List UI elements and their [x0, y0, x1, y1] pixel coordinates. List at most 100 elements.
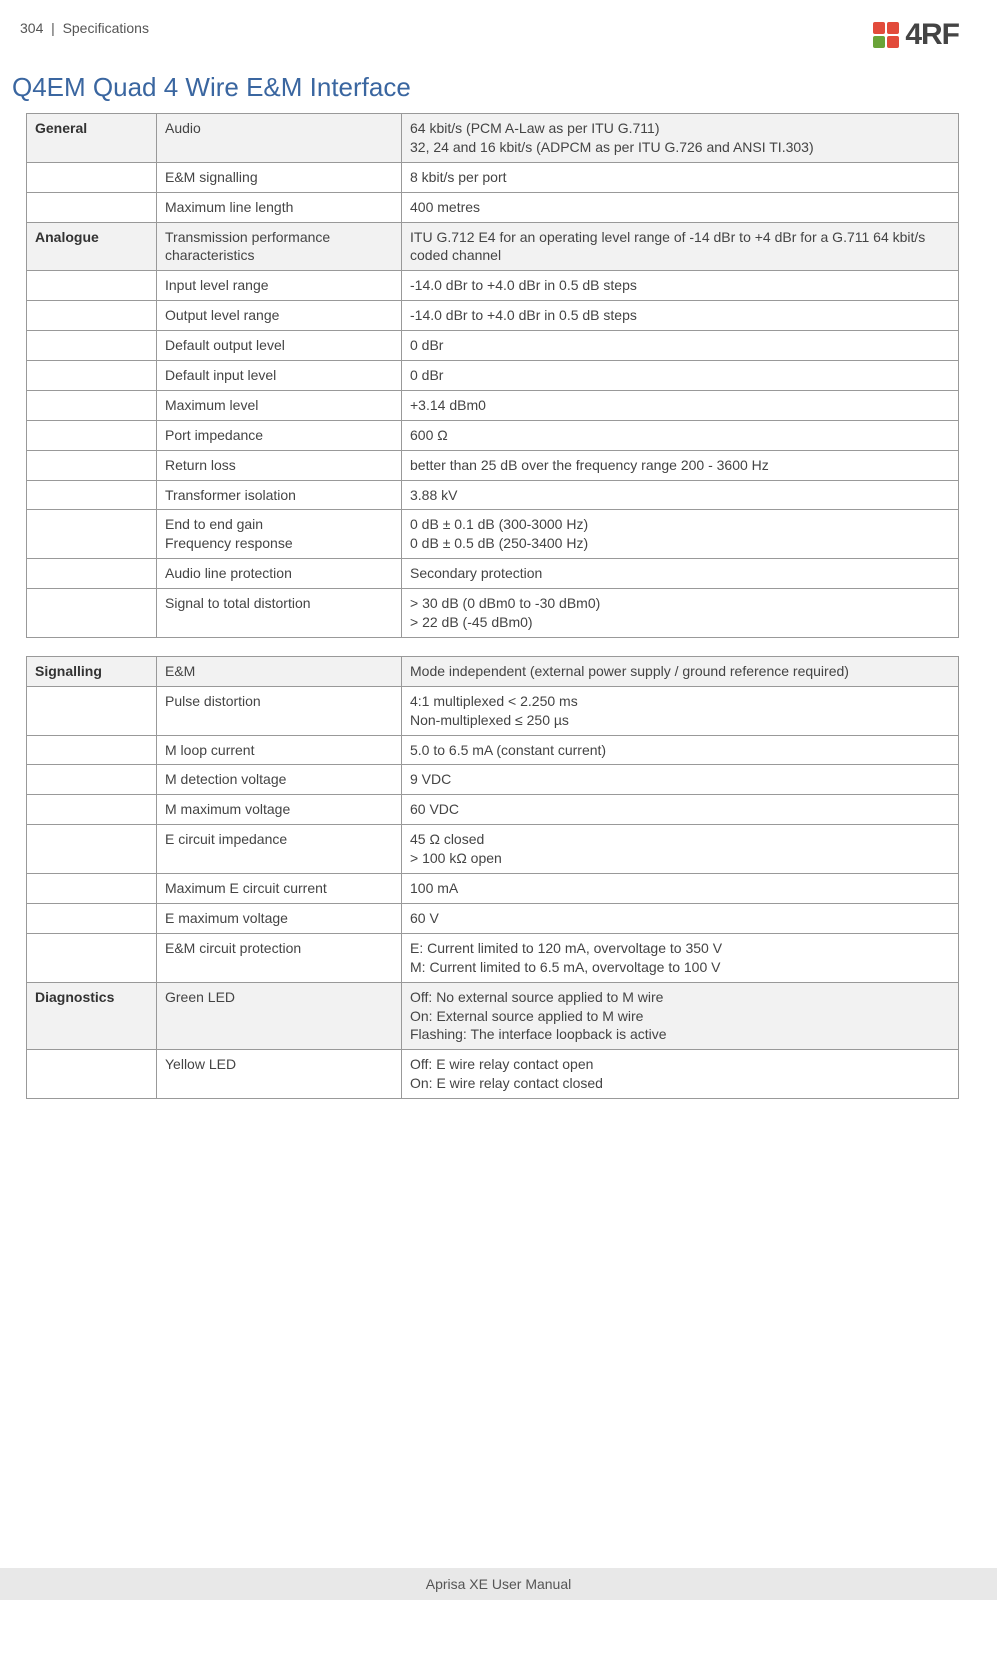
table-row: AnalogueTransmission performance charact… [27, 222, 959, 271]
parameter-cell: Green LED [157, 982, 402, 1050]
parameter-cell: Default input level [157, 361, 402, 391]
table-row: E&M signalling8 kbit/s per port [27, 162, 959, 192]
parameter-cell: Audio line protection [157, 559, 402, 589]
value-cell: E: Current limited to 120 mA, overvoltag… [402, 933, 959, 982]
table-row: M detection voltage9 VDC [27, 765, 959, 795]
page-title: Q4EM Quad 4 Wire E&M Interface [12, 72, 959, 103]
parameter-cell: Output level range [157, 301, 402, 331]
category-cell [27, 390, 157, 420]
category-cell [27, 589, 157, 638]
value-cell: 600 Ω [402, 420, 959, 450]
category-cell [27, 559, 157, 589]
category-cell [27, 765, 157, 795]
parameter-cell: Yellow LED [157, 1050, 402, 1099]
value-cell: 100 mA [402, 874, 959, 904]
value-cell: 0 dB ± 0.1 dB (300-3000 Hz)0 dB ± 0.5 dB… [402, 510, 959, 559]
value-cell: 8 kbit/s per port [402, 162, 959, 192]
category-cell [27, 903, 157, 933]
value-cell: -14.0 dBr to +4.0 dBr in 0.5 dB steps [402, 301, 959, 331]
parameter-cell: M loop current [157, 735, 402, 765]
category-cell: General [27, 114, 157, 163]
value-cell: 0 dBr [402, 361, 959, 391]
spec-table-signalling-diagnostics: SignallingE&MMode independent (external … [26, 656, 959, 1099]
category-cell [27, 686, 157, 735]
category-cell [27, 331, 157, 361]
parameter-cell: M detection voltage [157, 765, 402, 795]
parameter-cell: Input level range [157, 271, 402, 301]
value-cell: Secondary protection [402, 559, 959, 589]
table-row: Output level range-14.0 dBr to +4.0 dBr … [27, 301, 959, 331]
parameter-cell: Signal to total distortion [157, 589, 402, 638]
category-cell: Analogue [27, 222, 157, 271]
value-cell: > 30 dB (0 dBm0 to -30 dBm0)> 22 dB (-45… [402, 589, 959, 638]
value-cell: better than 25 dB over the frequency ran… [402, 450, 959, 480]
table-row: Maximum E circuit current100 mA [27, 874, 959, 904]
value-cell: Mode independent (external power supply … [402, 656, 959, 686]
parameter-cell: Transformer isolation [157, 480, 402, 510]
table-row: E maximum voltage60 V [27, 903, 959, 933]
table-row: Maximum line length400 metres [27, 192, 959, 222]
table-row: Default output level0 dBr [27, 331, 959, 361]
table-row: M maximum voltage60 VDC [27, 795, 959, 825]
page-number: 304 [20, 20, 43, 36]
parameter-cell: E&M circuit protection [157, 933, 402, 982]
value-cell: 400 metres [402, 192, 959, 222]
category-cell: Diagnostics [27, 982, 157, 1050]
value-cell: Off: E wire relay contact openOn: E wire… [402, 1050, 959, 1099]
value-cell: 45 Ω closed> 100 kΩ open [402, 825, 959, 874]
page-header: 304 | Specifications 4RF [12, 18, 959, 52]
header-separator: | [51, 20, 55, 36]
table-row: Input level range-14.0 dBr to +4.0 dBr i… [27, 271, 959, 301]
parameter-cell: E circuit impedance [157, 825, 402, 874]
parameter-cell: Maximum E circuit current [157, 874, 402, 904]
table-row: E&M circuit protectionE: Current limited… [27, 933, 959, 982]
table-row: Maximum level+3.14 dBm0 [27, 390, 959, 420]
value-cell: 0 dBr [402, 331, 959, 361]
category-cell [27, 510, 157, 559]
table-row: E circuit impedance45 Ω closed> 100 kΩ o… [27, 825, 959, 874]
category-cell [27, 301, 157, 331]
category-cell [27, 735, 157, 765]
brand-logo: 4RF [873, 18, 959, 52]
value-cell: 60 VDC [402, 795, 959, 825]
category-cell [27, 1050, 157, 1099]
table-row: Default input level0 dBr [27, 361, 959, 391]
category-cell: Signalling [27, 656, 157, 686]
category-cell [27, 825, 157, 874]
table-row: Yellow LEDOff: E wire relay contact open… [27, 1050, 959, 1099]
category-cell [27, 480, 157, 510]
parameter-cell: Transmission performance characteristics [157, 222, 402, 271]
value-cell: +3.14 dBm0 [402, 390, 959, 420]
value-cell: 9 VDC [402, 765, 959, 795]
table-row: SignallingE&MMode independent (external … [27, 656, 959, 686]
table-row: Audio line protectionSecondary protectio… [27, 559, 959, 589]
parameter-cell: E&M [157, 656, 402, 686]
category-cell [27, 450, 157, 480]
parameter-cell: Default output level [157, 331, 402, 361]
parameter-cell: Audio [157, 114, 402, 163]
logo-text: 4RF [905, 18, 959, 52]
parameter-cell: Return loss [157, 450, 402, 480]
value-cell: 4:1 multiplexed < 2.250 msNon-multiplexe… [402, 686, 959, 735]
table-row: Pulse distortion4:1 multiplexed < 2.250 … [27, 686, 959, 735]
value-cell: 5.0 to 6.5 mA (constant current) [402, 735, 959, 765]
document-page: 304 | Specifications 4RF Q4EM Quad 4 Wir… [0, 0, 997, 1600]
value-cell: Off: No external source applied to M wir… [402, 982, 959, 1050]
value-cell: 64 kbit/s (PCM A-Law as per ITU G.711)32… [402, 114, 959, 163]
parameter-cell: Maximum line length [157, 192, 402, 222]
parameter-cell: Port impedance [157, 420, 402, 450]
logo-squares-icon [873, 22, 899, 48]
parameter-cell: E maximum voltage [157, 903, 402, 933]
category-cell [27, 420, 157, 450]
value-cell: -14.0 dBr to +4.0 dBr in 0.5 dB steps [402, 271, 959, 301]
table-row: M loop current5.0 to 6.5 mA (constant cu… [27, 735, 959, 765]
category-cell [27, 361, 157, 391]
page-footer: Aprisa XE User Manual [0, 1568, 997, 1600]
table-row: Transformer isolation3.88 kV [27, 480, 959, 510]
table-row: End to end gainFrequency response0 dB ± … [27, 510, 959, 559]
blank-space [12, 1117, 959, 1497]
value-cell: ITU G.712 E4 for an operating level rang… [402, 222, 959, 271]
category-cell [27, 162, 157, 192]
category-cell [27, 271, 157, 301]
category-cell [27, 874, 157, 904]
